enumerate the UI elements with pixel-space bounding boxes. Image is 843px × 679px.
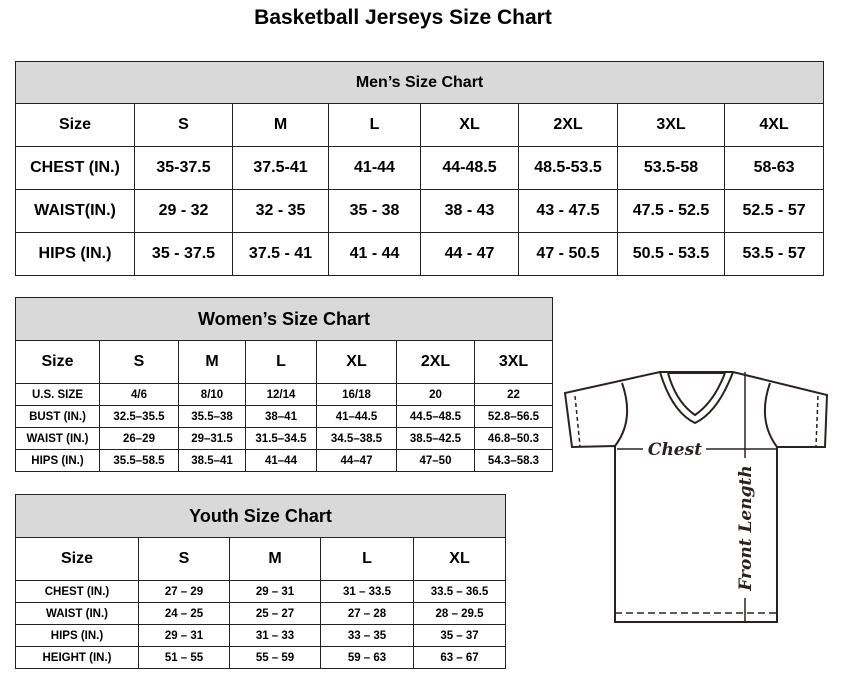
table-cell: 28 – 29.5 xyxy=(412,602,507,625)
table-row: HEIGHT (IN.) 51 – 55 55 – 59 59 – 63 63 – 67 xyxy=(15,646,507,669)
table-cell: 63 – 67 xyxy=(412,646,507,669)
table-cell: 35.5–58.5 xyxy=(99,449,179,472)
table-heading: Men’s Size Chart xyxy=(14,61,825,104)
youth-size-table: Youth Size Chart Size S M L XL CHEST (IN.) 27 –… xyxy=(14,494,507,669)
table-row: CHEST (IN.) 27 – 29 29 – 31 31 – 33.5 33.5 –… xyxy=(15,580,507,603)
table-cell: 44-48.5 xyxy=(420,146,519,190)
table-row: HIPS (IN.) 35.5–58.5 38.5–41 41–44 44–47 47–5… xyxy=(15,449,554,472)
row-label: WAIST(IN.) xyxy=(15,189,135,233)
table-cell: 35-37.5 xyxy=(134,146,233,190)
table-cell: 52.5 - 57 xyxy=(723,189,825,233)
table-cell: 53.5 - 57 xyxy=(723,232,825,276)
table-cell: 47–50 xyxy=(396,449,475,472)
table-cell: 41 - 44 xyxy=(328,232,421,276)
row-label: Size xyxy=(15,537,139,581)
table-cell: 35 – 37 xyxy=(412,624,507,647)
table-cell: 33.5 – 36.5 xyxy=(412,580,507,603)
table-cell: 37.5-41 xyxy=(232,146,329,190)
table-cell: 55 – 59 xyxy=(229,646,321,669)
table-cell: 48.5-53.5 xyxy=(518,146,618,190)
table-row: HIPS (IN.) 29 – 31 31 – 33 33 – 35 35 – 37 xyxy=(15,624,507,647)
womens-size-table: Women’s Size Chart Size S M L XL 2XL 3XL U.S. SI… xyxy=(14,297,554,472)
table-cell: 35 - 37.5 xyxy=(134,232,233,276)
table-cell: 44 - 47 xyxy=(420,232,519,276)
collar xyxy=(659,371,734,425)
table-cell: 12/14 xyxy=(245,383,317,406)
table-cell: 22 xyxy=(473,383,554,406)
size-header: XL xyxy=(420,103,519,147)
row-label: HIPS (IN.) xyxy=(15,449,100,472)
size-header: L xyxy=(245,340,317,384)
size-header: XL xyxy=(316,340,397,384)
row-label: CHEST (IN.) xyxy=(15,146,135,190)
row-label: BUST (IN.) xyxy=(15,405,100,428)
table-cell: 41–44.5 xyxy=(316,405,397,428)
table-row: CHEST (IN.) 35-37.5 37.5-41 41-44 44-48.5 48.… xyxy=(15,146,825,190)
table-heading: Youth Size Chart xyxy=(14,494,507,538)
left-sleeve-seam xyxy=(614,382,629,447)
size-header: L xyxy=(320,537,414,581)
row-label: HIPS (IN.) xyxy=(15,232,135,276)
chest-label: Chest xyxy=(648,440,702,460)
page-title: Basketball Jerseys Size Chart xyxy=(254,6,552,29)
size-header: 4XL xyxy=(723,103,825,147)
table-row: HIPS (IN.) 35 - 37.5 37.5 - 41 41 - 44 44 - … xyxy=(15,232,825,276)
row-label: Size xyxy=(15,340,100,384)
row-label: HEIGHT (IN.) xyxy=(15,646,139,669)
table-row: WAIST (IN.) 24 – 25 25 – 27 27 – 28 28 – 29.… xyxy=(15,602,507,625)
table-row: Size S M L XL xyxy=(15,537,507,581)
row-label: WAIST (IN.) xyxy=(15,427,100,450)
mens-size-table: Men’s Size Chart Size S M L XL 2XL 3XL 4XL CHEST … xyxy=(14,61,825,276)
table-cell: 16/18 xyxy=(316,383,397,406)
table-cell: 29 - 32 xyxy=(134,189,233,233)
sleeve-hem-left xyxy=(574,395,581,447)
table-cell: 31 – 33.5 xyxy=(320,580,414,603)
table-heading: Women’s Size Chart xyxy=(14,297,554,341)
size-header: L xyxy=(328,103,421,147)
table-cell: 52.8–56.5 xyxy=(473,405,554,428)
table-cell: 53.5-58 xyxy=(617,146,725,190)
table-cell: 41–44 xyxy=(245,449,317,472)
table-cell: 27 – 29 xyxy=(138,580,230,603)
table-cell: 37.5 - 41 xyxy=(232,232,329,276)
table-cell: 58-63 xyxy=(723,146,825,190)
size-header: M xyxy=(229,537,321,581)
jersey-outline xyxy=(563,371,829,623)
size-header: 3XL xyxy=(473,340,554,384)
right-sleeve-seam xyxy=(763,382,778,448)
table-cell: 47 - 50.5 xyxy=(518,232,618,276)
table-row: WAIST(IN.) 29 - 32 32 - 35 35 - 38 38 - 43 43… xyxy=(15,189,825,233)
row-label: U.S. SIZE xyxy=(15,383,100,406)
table-cell: 32.5–35.5 xyxy=(99,405,179,428)
table-cell: 34.5–38.5 xyxy=(316,427,397,450)
sleeve-hem-right xyxy=(815,395,819,447)
table-cell: 8/10 xyxy=(178,383,246,406)
table-row: WAIST (IN.) 26–29 29–31.5 31.5–34.5 34.5–38.… xyxy=(15,427,554,450)
table-cell: 51 – 55 xyxy=(138,646,230,669)
table-row: BUST (IN.) 32.5–35.5 35.5–38 38–41 41–44.5 44… xyxy=(15,405,554,428)
front-length-label: Front Length xyxy=(736,465,756,591)
table-cell: 25 – 27 xyxy=(229,602,321,625)
row-label: CHEST (IN.) xyxy=(15,580,139,603)
size-header: 2XL xyxy=(396,340,475,384)
table-row: U.S. SIZE 4/6 8/10 12/14 16/18 20 22 xyxy=(15,383,554,406)
table-cell: 54.3–58.3 xyxy=(473,449,554,472)
table-cell: 50.5 - 53.5 xyxy=(617,232,725,276)
table-cell: 32 - 35 xyxy=(232,189,329,233)
table-cell: 38 - 43 xyxy=(420,189,519,233)
table-cell: 29–31.5 xyxy=(178,427,246,450)
